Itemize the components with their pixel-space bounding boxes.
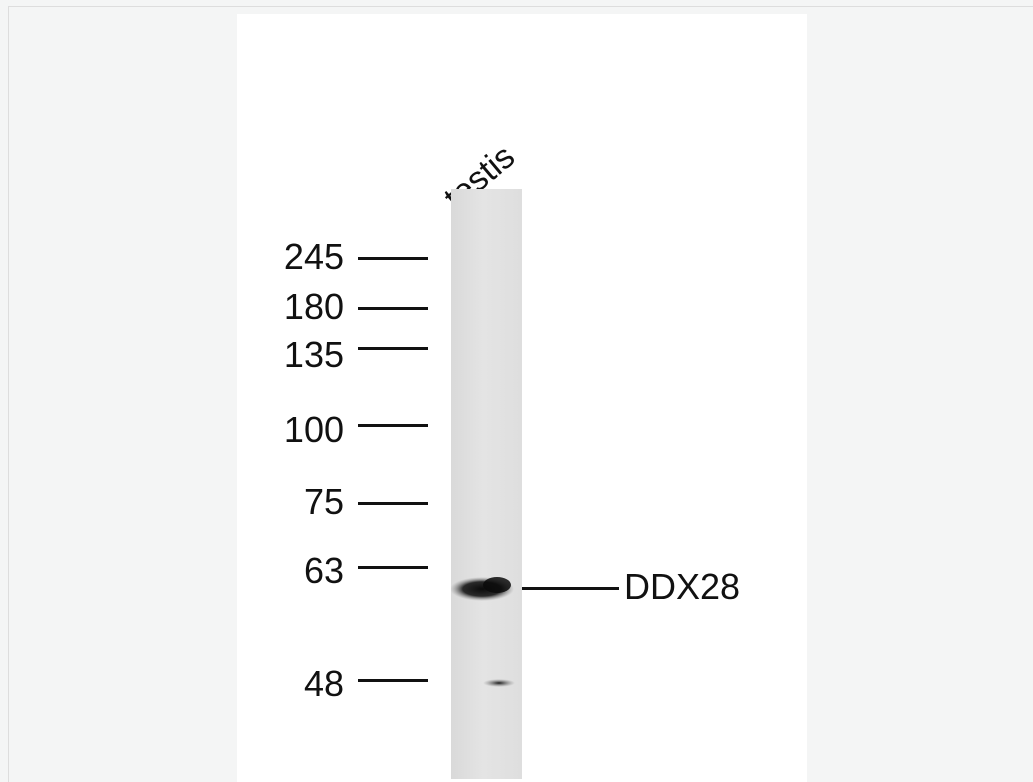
marker-tick-100 xyxy=(358,424,428,427)
marker-label-48: 48 xyxy=(303,663,344,704)
marker-label-135: 135 xyxy=(283,334,344,375)
marker-tick-245 xyxy=(358,257,428,260)
marker-tick-180 xyxy=(358,307,428,310)
band-pointer-line xyxy=(522,587,619,590)
bands-layer xyxy=(451,577,515,687)
marker-tick-135 xyxy=(358,347,428,350)
marker-label-63: 63 xyxy=(303,550,344,591)
marker-label-245: 245 xyxy=(283,236,344,277)
band-label: DDX28 xyxy=(624,566,741,607)
marker-tick-75 xyxy=(358,502,428,505)
band-minor xyxy=(483,679,515,687)
marker-tick-48 xyxy=(358,679,428,682)
blot-panel xyxy=(237,14,807,782)
marker-label-180: 180 xyxy=(283,286,344,327)
marker-label-75: 75 xyxy=(303,481,344,522)
band-ddx28-core xyxy=(483,577,511,593)
marker-tick-63 xyxy=(358,566,428,569)
marker-label-100: 100 xyxy=(283,409,344,450)
